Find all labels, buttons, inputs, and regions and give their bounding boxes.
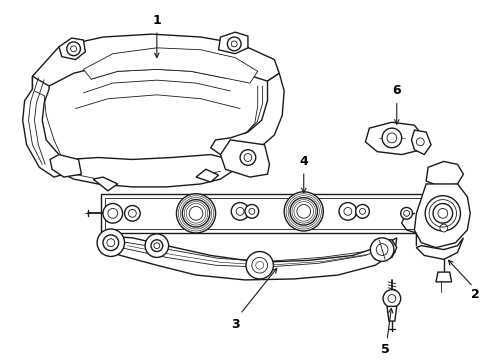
Circle shape: [103, 203, 122, 223]
Text: 1: 1: [152, 14, 161, 27]
Circle shape: [108, 208, 118, 218]
Polygon shape: [59, 154, 235, 187]
Polygon shape: [210, 73, 284, 154]
Circle shape: [107, 239, 115, 247]
Circle shape: [375, 244, 387, 256]
Text: 6: 6: [392, 84, 400, 98]
Circle shape: [231, 203, 248, 220]
Polygon shape: [415, 238, 463, 259]
Circle shape: [403, 210, 408, 216]
Circle shape: [369, 238, 393, 261]
Circle shape: [400, 207, 411, 219]
Text: 3: 3: [230, 318, 239, 330]
Polygon shape: [218, 32, 247, 54]
Polygon shape: [426, 161, 463, 187]
Circle shape: [386, 133, 396, 143]
Circle shape: [240, 150, 255, 165]
Circle shape: [227, 37, 241, 51]
Circle shape: [145, 234, 168, 257]
Circle shape: [97, 229, 124, 256]
Polygon shape: [59, 38, 85, 59]
Circle shape: [289, 198, 317, 225]
Circle shape: [255, 261, 263, 269]
Polygon shape: [50, 154, 81, 177]
Circle shape: [248, 208, 254, 214]
Circle shape: [251, 257, 267, 273]
Circle shape: [244, 154, 251, 161]
Polygon shape: [22, 76, 69, 177]
Circle shape: [355, 204, 368, 218]
Polygon shape: [413, 184, 469, 248]
Circle shape: [415, 138, 424, 146]
Polygon shape: [196, 169, 218, 182]
Circle shape: [71, 46, 77, 52]
Circle shape: [387, 294, 395, 302]
Circle shape: [151, 240, 163, 252]
Circle shape: [176, 194, 215, 233]
Polygon shape: [83, 48, 257, 83]
Circle shape: [343, 207, 351, 215]
Circle shape: [432, 203, 452, 223]
Polygon shape: [101, 236, 396, 280]
Circle shape: [381, 128, 401, 148]
Circle shape: [124, 206, 140, 221]
Text: 5: 5: [380, 343, 388, 356]
Polygon shape: [93, 177, 118, 191]
Polygon shape: [386, 306, 396, 321]
Text: 2: 2: [470, 288, 479, 301]
Circle shape: [296, 204, 310, 218]
Circle shape: [425, 196, 460, 231]
Circle shape: [359, 208, 365, 214]
Circle shape: [338, 203, 356, 220]
Polygon shape: [365, 122, 424, 154]
Circle shape: [103, 235, 119, 251]
Circle shape: [382, 290, 400, 307]
Polygon shape: [32, 34, 279, 89]
Circle shape: [128, 210, 136, 217]
Circle shape: [67, 42, 81, 56]
Circle shape: [231, 41, 237, 47]
Polygon shape: [101, 194, 426, 233]
Circle shape: [189, 207, 203, 220]
Polygon shape: [435, 272, 451, 282]
Polygon shape: [370, 240, 396, 259]
Circle shape: [439, 224, 447, 232]
Circle shape: [236, 207, 244, 215]
Polygon shape: [410, 130, 430, 154]
Circle shape: [244, 204, 258, 218]
Text: 4: 4: [299, 155, 307, 168]
Circle shape: [182, 200, 209, 227]
Circle shape: [245, 252, 273, 279]
Polygon shape: [220, 140, 269, 177]
Circle shape: [284, 192, 323, 231]
Circle shape: [437, 208, 447, 218]
Circle shape: [154, 243, 160, 249]
